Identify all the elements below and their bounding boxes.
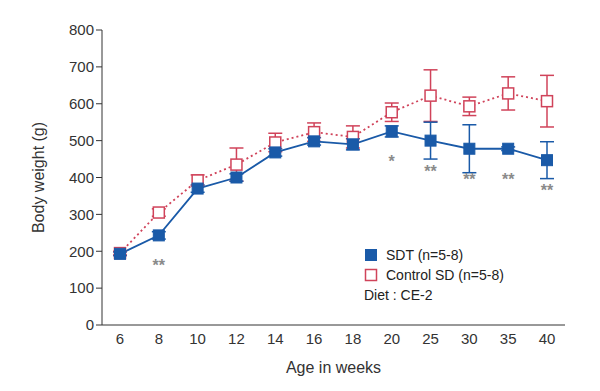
svg-text:0: 0 [86, 316, 94, 333]
svg-text:600: 600 [69, 95, 94, 112]
svg-text:Body weight (g): Body weight (g) [30, 122, 47, 233]
svg-text:8: 8 [155, 330, 163, 347]
svg-text:100: 100 [69, 279, 94, 296]
svg-text:400: 400 [69, 169, 94, 186]
svg-text:35: 35 [500, 330, 517, 347]
html-text:Diet : CE-2: Diet : CE-2 [364, 287, 433, 303]
svg-text:40: 40 [539, 330, 556, 347]
svg-text:10: 10 [189, 330, 206, 347]
svg-text:300: 300 [69, 206, 94, 223]
svg-text:**: ** [424, 163, 437, 180]
html-text:SDT (n=5-8): SDT (n=5-8) [386, 247, 464, 263]
svg-text:**: ** [463, 171, 476, 188]
svg-text:**: ** [541, 182, 554, 199]
svg-text:800: 800 [69, 21, 94, 38]
svg-text:*: * [389, 153, 396, 170]
svg-text:16: 16 [306, 330, 323, 347]
svg-text:**: ** [502, 171, 515, 188]
svg-text:20: 20 [383, 330, 400, 347]
svg-text:Age in weeks: Age in weeks [286, 359, 381, 376]
svg-text:14: 14 [267, 330, 284, 347]
svg-text:25: 25 [422, 330, 439, 347]
svg-text:30: 30 [461, 330, 478, 347]
svg-text:12: 12 [228, 330, 245, 347]
html-text:Control SD (n=5-8): Control SD (n=5-8) [386, 267, 504, 283]
svg-text:200: 200 [69, 243, 94, 260]
svg-text:**: ** [153, 257, 166, 274]
svg-text:700: 700 [69, 58, 94, 75]
svg-text:500: 500 [69, 132, 94, 149]
svg-text:18: 18 [345, 330, 362, 347]
svg-text:6: 6 [116, 330, 124, 347]
